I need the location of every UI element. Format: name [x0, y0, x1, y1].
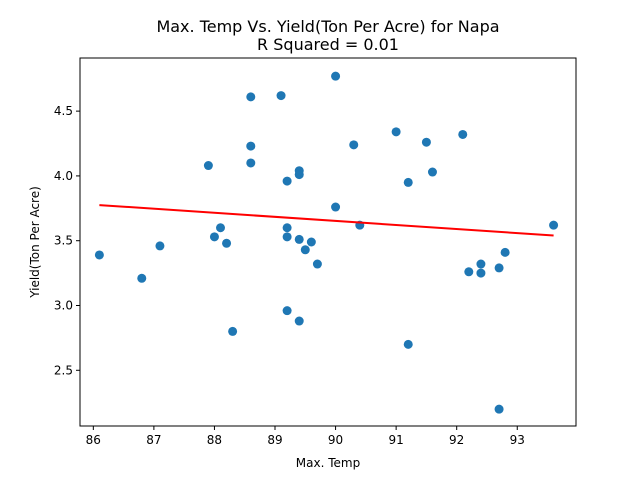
scatter-point — [494, 263, 504, 273]
y-tick-label: 3.0 — [54, 298, 73, 312]
scatter-point — [282, 306, 292, 316]
scatter-point — [458, 129, 468, 139]
scatter-point — [403, 177, 413, 187]
scatter-point — [403, 339, 413, 349]
x-axis-label: Max. Temp — [296, 456, 360, 470]
scatter-point — [137, 273, 147, 283]
x-tick-label: 90 — [328, 433, 343, 447]
y-axis: 2.5 3.0 3.5 4.0 4.5 — [54, 104, 80, 377]
scatter-point — [294, 234, 304, 244]
x-tick-label: 88 — [207, 433, 222, 447]
scatter-point — [294, 316, 304, 326]
x-axis: 86 87 88 89 90 91 92 93 — [86, 426, 525, 447]
y-tick-label: 4.5 — [54, 104, 73, 118]
y-tick-label: 2.5 — [54, 363, 73, 377]
scatter-point — [222, 238, 232, 248]
scatter-point — [228, 326, 238, 336]
y-tick-label: 3.5 — [54, 234, 73, 248]
scatter-point — [216, 223, 225, 233]
y-axis-label: Yield(Ton Per Acre) — [28, 186, 42, 299]
scatter-point — [312, 259, 322, 269]
scatter-point — [246, 158, 256, 168]
scatter-point — [246, 141, 256, 151]
scatter-point — [331, 71, 341, 81]
scatter-point — [549, 220, 559, 230]
scatter-point — [331, 202, 341, 212]
scatter-point — [306, 237, 316, 247]
y-tick-label: 4.0 — [54, 169, 73, 183]
scatter-point — [391, 127, 401, 137]
scatter-point — [349, 140, 359, 150]
regression-line — [99, 204, 554, 237]
x-tick-label: 93 — [510, 433, 525, 447]
scatter-point — [300, 245, 310, 255]
x-tick-label: 89 — [267, 433, 282, 447]
scatter-point — [203, 161, 213, 171]
axes-frame — [79, 57, 577, 427]
scatter-point — [282, 232, 292, 242]
scatter-point — [476, 268, 486, 278]
scatter-point — [464, 267, 474, 277]
x-tick-label: 87 — [146, 433, 161, 447]
scatter-point — [494, 404, 504, 414]
scatter-point — [246, 92, 256, 102]
scatter-point — [427, 167, 437, 177]
scatter-point — [294, 170, 304, 180]
scatter-point — [500, 247, 510, 257]
scatter-point — [276, 91, 286, 101]
scatter-point — [282, 223, 292, 233]
chart-title: Max. Temp Vs. Yield(Ton Per Acre) for Na… — [156, 17, 499, 36]
x-tick-label: 86 — [86, 433, 101, 447]
scatter-point — [476, 259, 486, 269]
chart-subtitle: R Squared = 0.01 — [257, 35, 399, 54]
scatter-point — [421, 137, 431, 147]
scatter-point — [94, 250, 104, 260]
x-tick-label: 91 — [388, 433, 403, 447]
scatter-point — [155, 241, 165, 251]
x-tick-label: 92 — [449, 433, 464, 447]
scatter-point — [209, 232, 219, 242]
plot-area — [94, 71, 559, 414]
scatter-point — [282, 176, 292, 186]
